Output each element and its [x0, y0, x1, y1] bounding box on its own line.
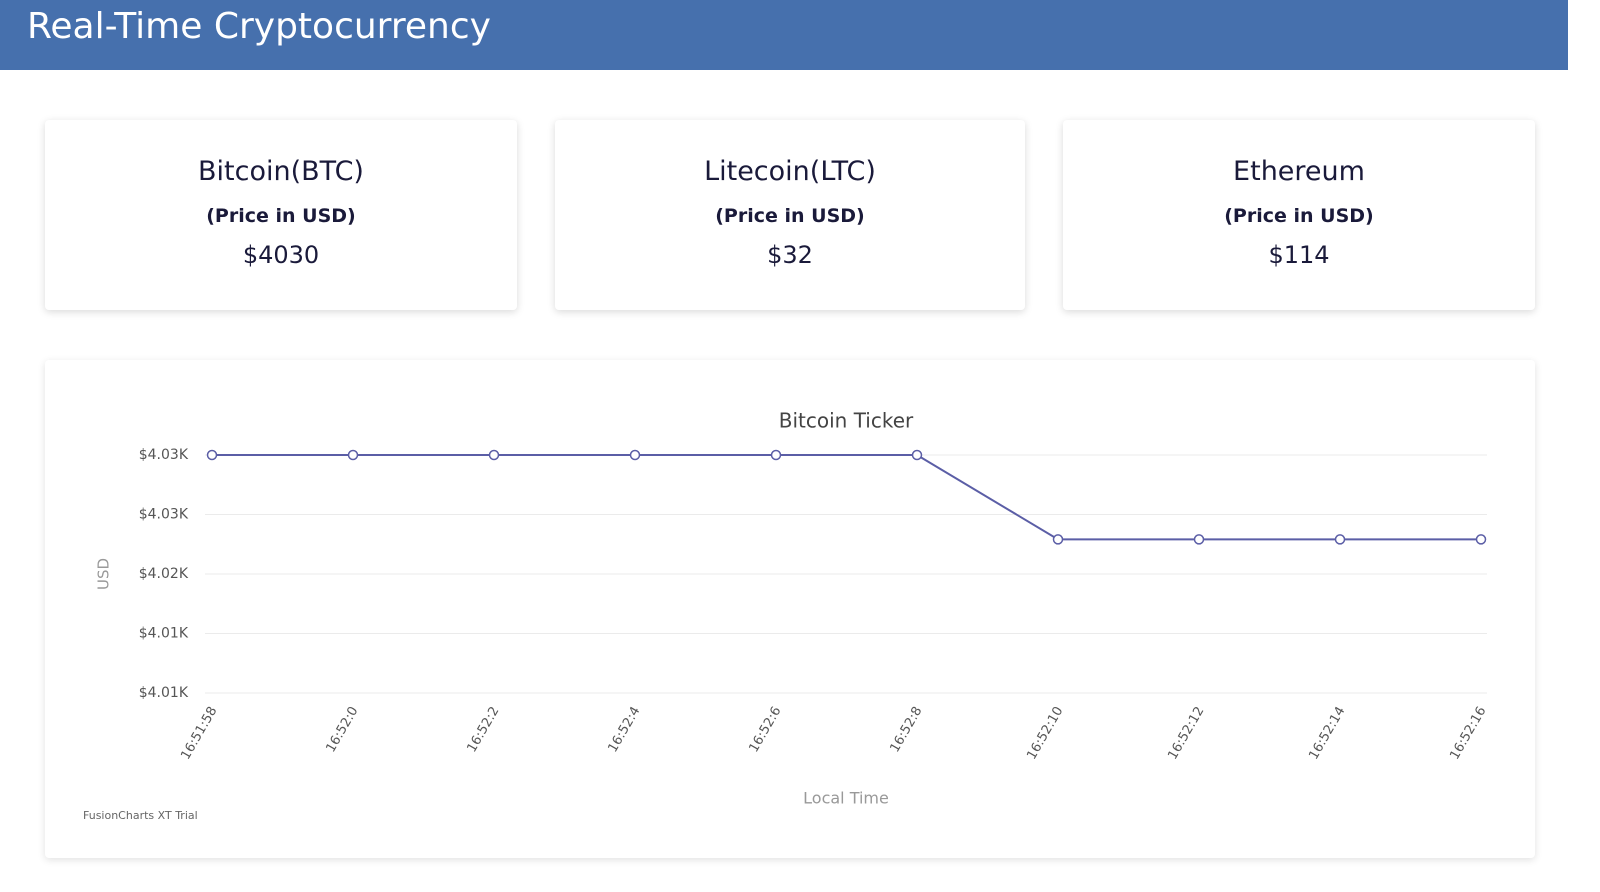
y-tick-label: $4.02K — [139, 566, 189, 582]
x-tick-label: 16:52:16 — [1447, 704, 1489, 762]
price-card: Ethereum (Price in USD) $114 — [1063, 120, 1535, 310]
coin-subtitle: (Price in USD) — [1224, 205, 1374, 227]
price-card: Bitcoin(BTC) (Price in USD) $4030 — [45, 120, 517, 310]
coin-price: $32 — [767, 241, 813, 269]
coin-name: Litecoin(LTC) — [704, 156, 876, 187]
x-tick-label: 16:52:14 — [1306, 704, 1348, 762]
chart: Bitcoin Ticker USD Local Time FusionChar… — [83, 409, 1489, 823]
x-tick-label: 16:52:10 — [1024, 704, 1066, 762]
x-tick-label: 16:52:4 — [605, 704, 643, 755]
header-title: Real-Time Cryptocurrency — [27, 6, 491, 47]
point — [770, 449, 782, 461]
y-tick-label: $4.03K — [139, 507, 189, 523]
point — [629, 449, 641, 461]
coin-price: $114 — [1268, 241, 1330, 269]
x-tick-label: 16:52:0 — [323, 704, 361, 755]
y-tick-label: $4.01K — [139, 685, 189, 701]
x-tick-label: 16:52:12 — [1165, 704, 1207, 762]
coin-price: $4030 — [242, 241, 320, 269]
point — [1193, 534, 1205, 545]
x-tick-label: 16:52:8 — [887, 704, 925, 755]
point — [911, 449, 923, 461]
point — [206, 449, 218, 461]
watermark: FusionCharts XT Trial — [83, 809, 198, 822]
point — [488, 449, 500, 461]
x-tick-label: 16:51:58 — [178, 704, 220, 762]
coin-name: Ethereum — [1233, 156, 1365, 187]
y-tick-label: $4.01K — [139, 626, 189, 642]
x-tick-label: 16:52:6 — [746, 704, 784, 755]
line — [212, 454, 1481, 541]
coin-subtitle: (Price in USD) — [715, 205, 865, 227]
price-card: Litecoin(LTC) (Price in USD) $32 — [555, 120, 1025, 310]
point — [1475, 534, 1487, 545]
x-axis-title: Local Time — [803, 789, 889, 808]
point — [1052, 534, 1064, 545]
header: Real-Time Cryptocurrency — [0, 0, 1568, 70]
chart-title: Bitcoin Ticker — [779, 409, 914, 433]
chart-card: Bitcoin Ticker USD Local Time FusionChar… — [45, 360, 1535, 858]
point — [347, 449, 359, 461]
grid — [205, 454, 1487, 694]
y-tick-label: $4.03K — [139, 447, 189, 463]
x-tick-label: 16:52:2 — [464, 704, 502, 755]
coin-subtitle: (Price in USD) — [206, 205, 356, 227]
coin-name: Bitcoin(BTC) — [198, 156, 364, 187]
y-axis-title: USD — [95, 558, 113, 590]
point — [1334, 534, 1346, 545]
